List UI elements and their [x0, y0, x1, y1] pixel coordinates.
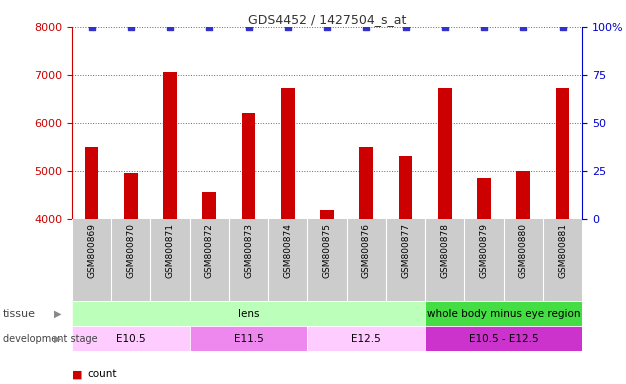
Point [165, 24, 175, 30]
Text: GSM800881: GSM800881 [558, 223, 567, 278]
Bar [516, 171, 530, 384]
Bar [124, 173, 138, 384]
Text: ▶: ▶ [54, 334, 61, 344]
Bar [190, 326, 307, 351]
Text: GSM800879: GSM800879 [480, 223, 488, 278]
Point [322, 24, 332, 30]
Text: GSM800873: GSM800873 [244, 223, 253, 278]
Bar [556, 88, 570, 384]
Text: E11.5: E11.5 [233, 334, 264, 344]
Bar [425, 326, 582, 351]
Text: GSM800872: GSM800872 [205, 223, 214, 278]
Point [401, 24, 411, 30]
Text: GSM800875: GSM800875 [322, 223, 332, 278]
Text: GSM800877: GSM800877 [401, 223, 410, 278]
Bar [321, 210, 334, 384]
Text: E10.5 - E12.5: E10.5 - E12.5 [469, 334, 538, 344]
Point [558, 24, 568, 30]
Bar [163, 73, 177, 384]
Bar [399, 157, 413, 384]
Bar [85, 147, 98, 384]
Point [283, 24, 293, 30]
Bar [307, 326, 425, 351]
Text: E10.5: E10.5 [116, 334, 146, 344]
Bar [72, 326, 190, 351]
Bar [359, 147, 373, 384]
Text: whole body minus eye region: whole body minus eye region [427, 309, 580, 319]
Bar [281, 88, 295, 384]
Text: lens: lens [238, 309, 259, 319]
Text: ■: ■ [72, 369, 83, 379]
Text: development stage: development stage [3, 334, 98, 344]
Text: E12.5: E12.5 [351, 334, 381, 344]
Point [440, 24, 450, 30]
Bar [242, 113, 255, 384]
Point [204, 24, 214, 30]
Text: ▶: ▶ [54, 309, 61, 319]
Text: GSM800876: GSM800876 [362, 223, 371, 278]
Bar [477, 178, 491, 384]
Text: GSM800874: GSM800874 [284, 223, 292, 278]
Text: GSM800870: GSM800870 [126, 223, 135, 278]
Bar [425, 301, 582, 326]
Text: count: count [88, 369, 117, 379]
Title: GDS4452 / 1427504_s_at: GDS4452 / 1427504_s_at [248, 13, 406, 26]
Text: GSM800871: GSM800871 [166, 223, 175, 278]
Text: GSM800869: GSM800869 [87, 223, 96, 278]
Point [361, 24, 371, 30]
Bar [202, 192, 216, 384]
Bar [72, 301, 425, 326]
Point [244, 24, 254, 30]
Point [86, 24, 96, 30]
Point [518, 24, 528, 30]
Point [479, 24, 489, 30]
Bar [438, 88, 452, 384]
Text: GSM800880: GSM800880 [519, 223, 528, 278]
Point [126, 24, 136, 30]
Text: tissue: tissue [3, 309, 36, 319]
Text: GSM800878: GSM800878 [440, 223, 449, 278]
